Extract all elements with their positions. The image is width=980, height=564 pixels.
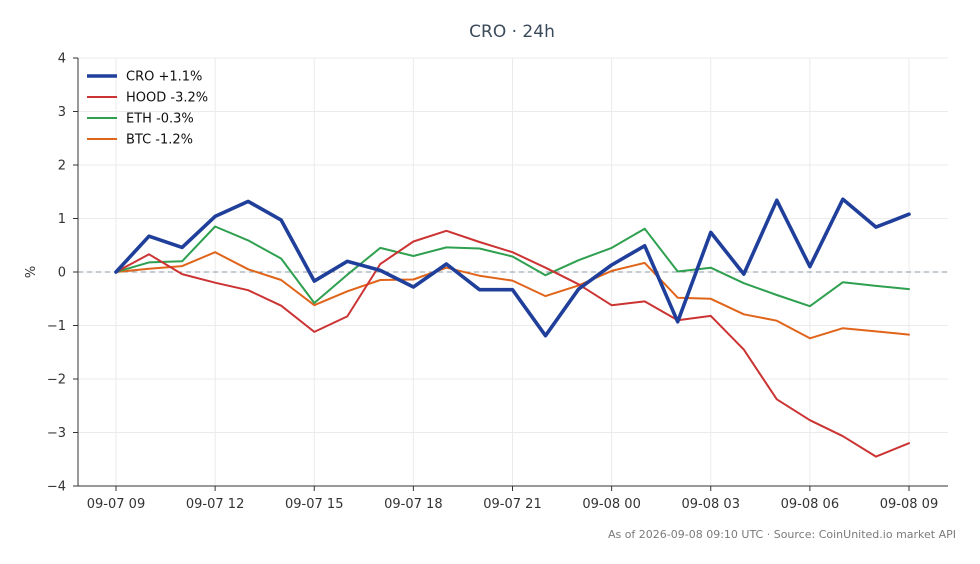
x-tick-label: 09-07 12	[186, 497, 244, 512]
x-tick-label: 09-07 15	[285, 497, 343, 512]
x-tick-label: 09-07 09	[87, 497, 145, 512]
series-line-btc	[115, 251, 910, 340]
y-tick-label: −1	[47, 319, 66, 334]
x-tick-label: 09-08 09	[880, 497, 938, 512]
series-line-hood	[115, 229, 910, 458]
y-tick-label: 3	[58, 105, 66, 120]
x-tick-label: 09-07 21	[483, 497, 541, 512]
y-tick-label: −3	[47, 426, 66, 441]
series-line-cro	[114, 197, 911, 338]
x-tick-label: 09-08 00	[582, 497, 640, 512]
footer-source: As of 2026-09-08 09:10 UTC · Source: Coi…	[608, 528, 956, 541]
legend-label-btc: BTC -1.2%	[126, 133, 193, 148]
y-tick-label: 1	[58, 212, 66, 227]
y-ticks: 4 3 2 1 0 −1 −2 −3 −4	[47, 52, 78, 495]
x-tick-label: 09-08 03	[682, 497, 740, 512]
series-line-eth	[115, 225, 910, 308]
series-lines	[114, 197, 911, 458]
legend-label-hood: HOOD -3.2%	[126, 91, 208, 106]
y-axis-label: %	[24, 266, 39, 278]
legend-label-cro: CRO +1.1%	[126, 70, 202, 85]
legend: CRO +1.1% HOOD -3.2% ETH -0.3% BTC -1.2%	[87, 70, 208, 148]
y-tick-label: −2	[47, 373, 66, 388]
legend-label-eth: ETH -0.3%	[126, 112, 194, 127]
y-tick-label: 4	[58, 52, 66, 67]
x-tick-label: 09-08 06	[781, 497, 839, 512]
x-ticks: 09-07 09 09-07 12 09-07 15 09-07 18 09-07 21…	[87, 486, 938, 512]
y-tick-label: 0	[58, 266, 66, 281]
x-tick-label: 09-07 18	[384, 497, 442, 512]
chart-title: CRO · 24h	[469, 22, 555, 42]
y-tick-label: −4	[47, 480, 66, 495]
y-tick-label: 2	[58, 159, 66, 174]
